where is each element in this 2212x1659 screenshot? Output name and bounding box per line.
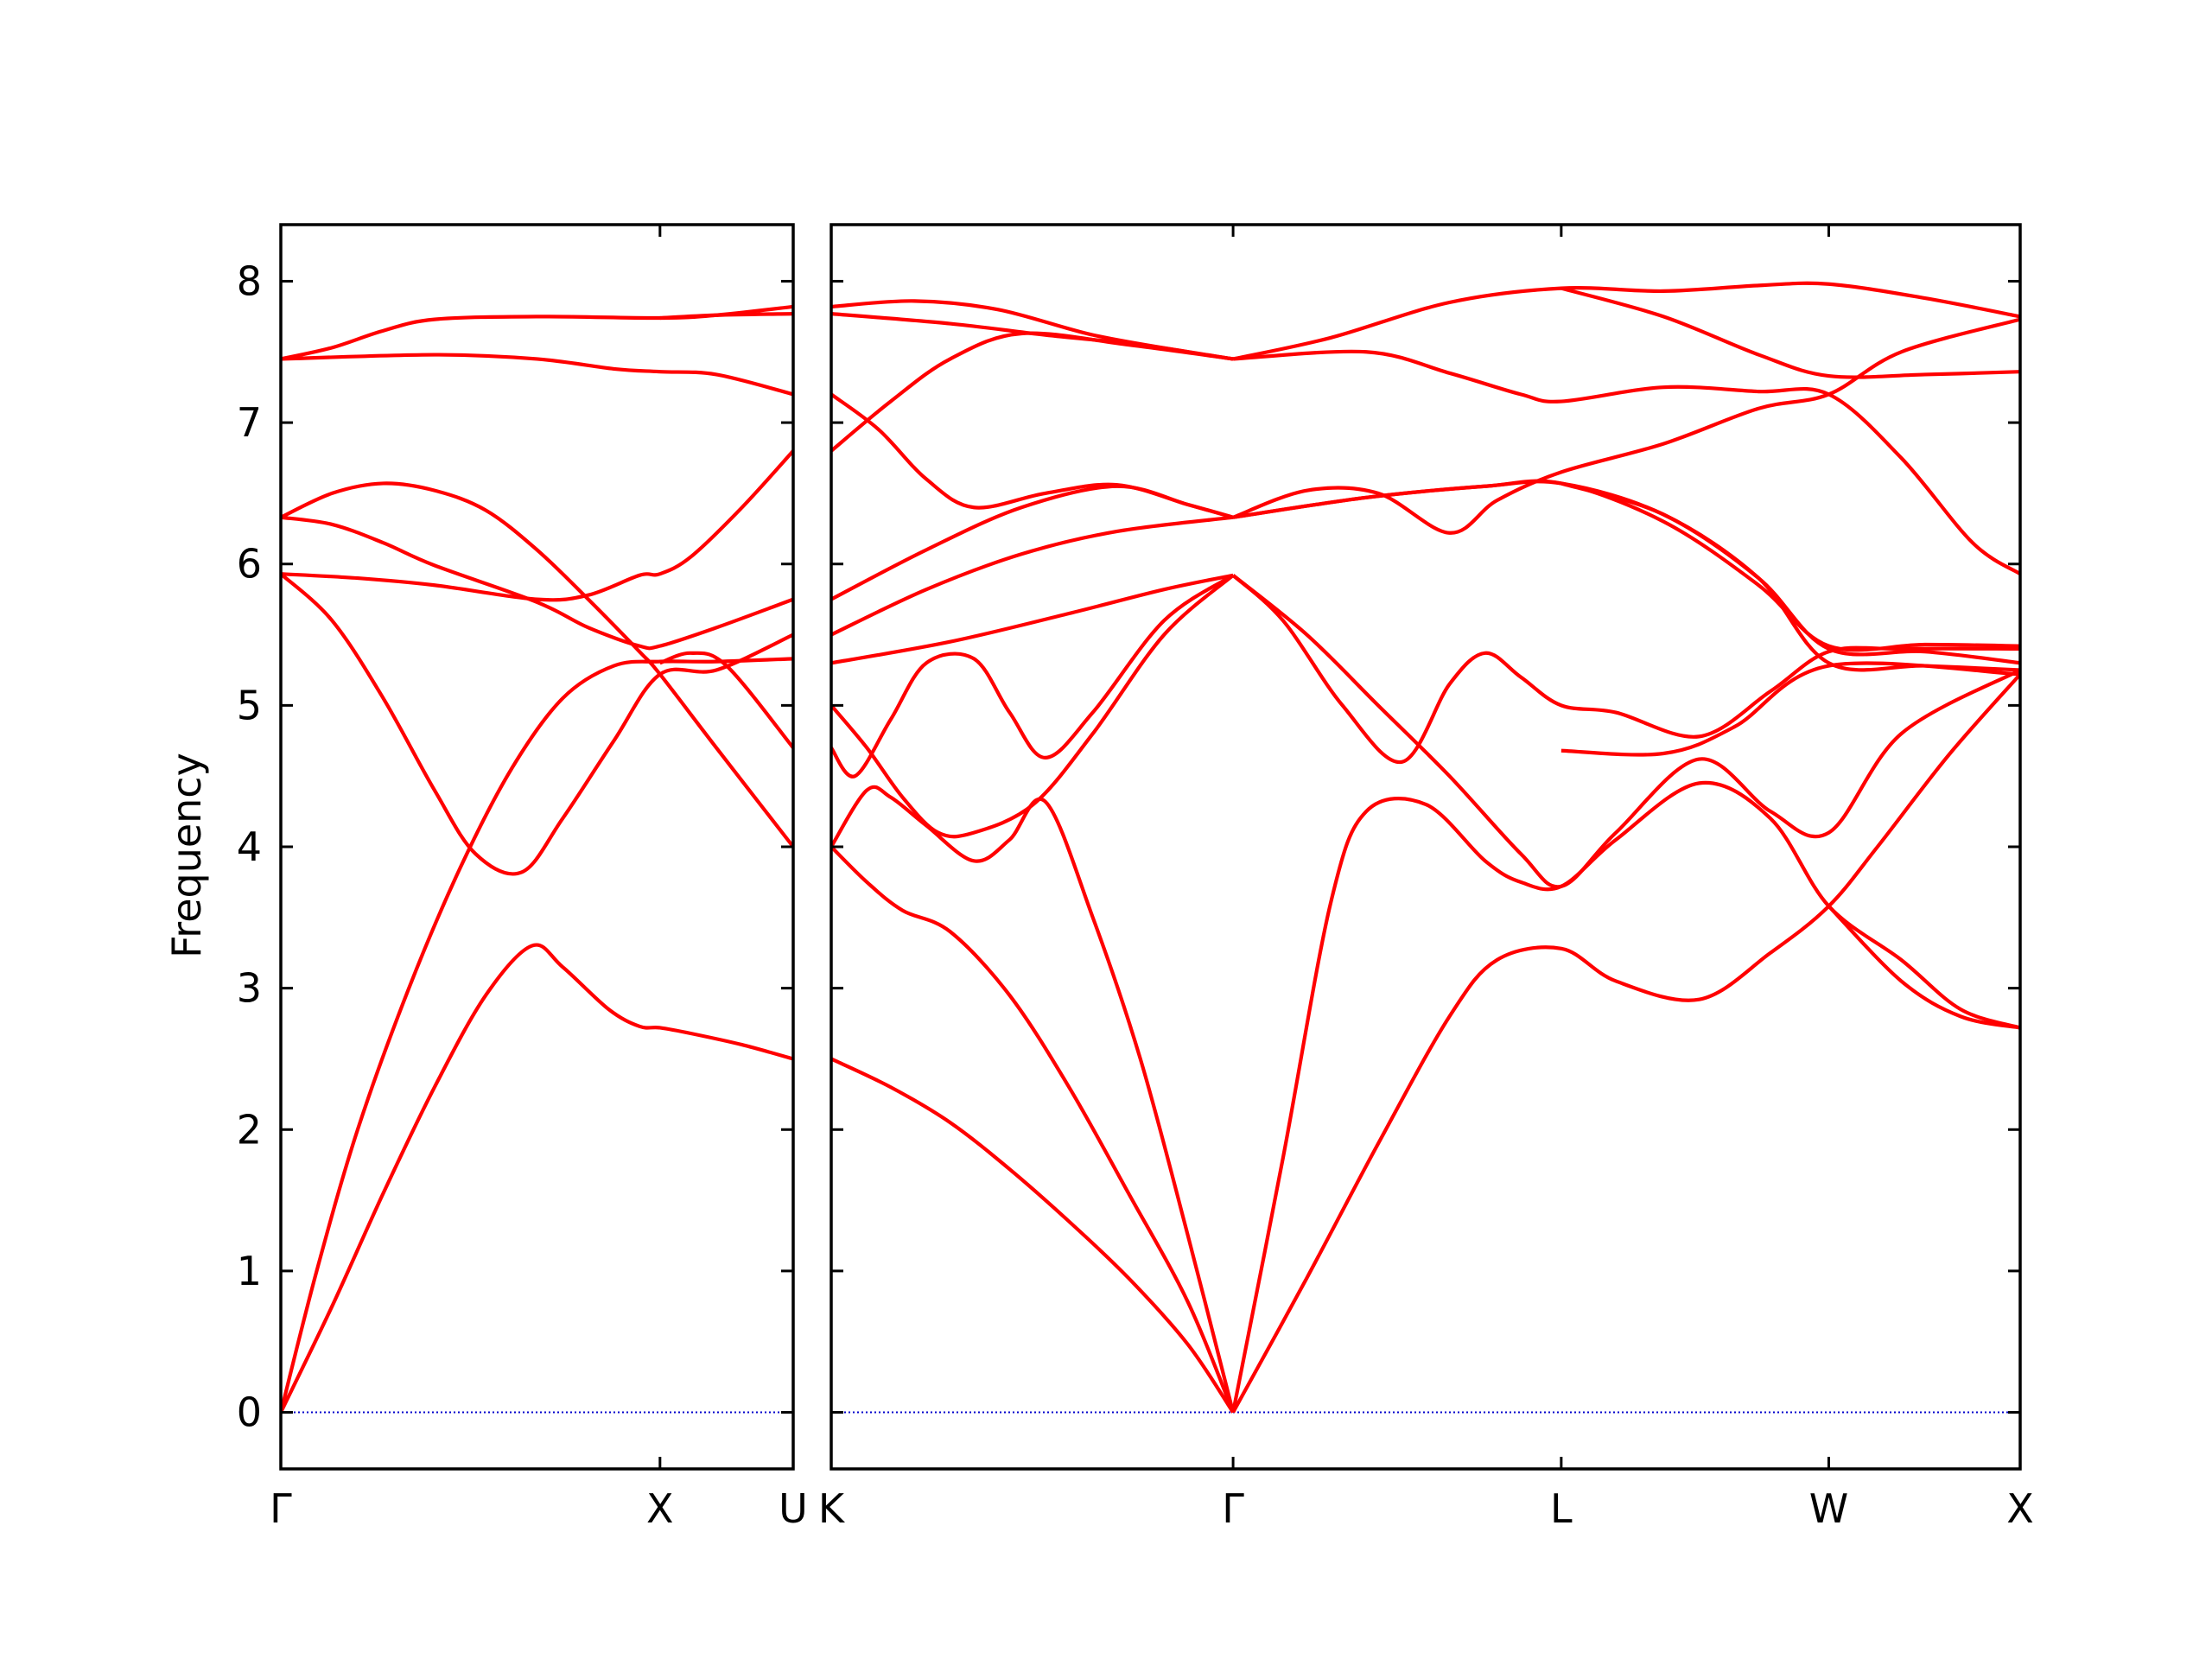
x-tick-label: X [2006,1485,2034,1532]
band-line-left-6 [281,353,793,397]
band-line-right-4 [831,574,1235,839]
band-line-right-6 [831,515,1234,637]
band-line-right-14 [1231,574,2020,764]
band-line-right-13 [1231,672,2020,1414]
band-line-right-1 [831,845,1236,1414]
x-tick-label: Γ [270,1485,292,1532]
y-tick-label: 7 [237,399,262,446]
band-line-right-12 [1231,780,2020,1413]
y-tick-label: 8 [237,257,262,304]
band-line-right-19 [1232,349,2020,575]
y-tick-label: 1 [237,1248,262,1294]
band-line-right-20 [1232,281,2020,361]
band-line-right-23 [1560,661,2020,757]
y-tick-label: 0 [237,1389,262,1436]
panel-frame [279,223,795,1471]
panel-left: Γ X U 0 1 2 3 4 5 6 7 8 [237,223,808,1532]
band-line-right-18 [1232,480,2020,665]
y-tick-label: 5 [237,682,262,728]
band-line-right-0 [831,1057,1235,1414]
y-axis-label: Frequency [163,753,210,958]
panel-frame [830,223,2022,1471]
x-tick-label: Γ [1222,1485,1244,1532]
plot-layer: Γ X U 0 1 2 3 4 5 6 7 8 K Γ L W X [237,223,2034,1532]
band-line-right-5 [831,573,1234,665]
x-tick-label: K [818,1485,846,1532]
band-line-right-24 [1827,905,2020,1030]
band-line-right-3 [831,574,1235,779]
x-tick-label: W [1809,1485,1848,1532]
y-tick-label: 3 [237,965,262,1012]
band-line-right-22 [1560,481,2020,672]
band-line-left-2 [281,572,793,876]
x-tick-label: U [779,1485,808,1532]
y-tick-label: 6 [237,541,262,588]
band-group [281,304,793,1414]
band-line-left-0 [281,943,793,1414]
x-tick-label: X [646,1485,674,1532]
band-line-right-7 [831,484,1234,601]
band-line-right-15 [1231,574,2020,889]
band-line-left-4 [281,515,793,651]
band-line-right-17 [1232,479,2020,652]
x-tick-label: L [1550,1485,1573,1532]
band-line-left-1 [281,657,793,1414]
band-line-right-21 [1560,286,2020,379]
band-line-right-11 [831,299,1234,361]
band-line-right-2 [831,785,1236,1414]
band-line-right-8 [831,392,1234,519]
band-line-left-8 [659,311,793,321]
band-group [831,281,2020,1414]
band-line-left-3 [281,449,793,602]
band-line-left-9 [659,651,793,749]
y-tick-label: 4 [237,823,262,870]
y-tick-label: 2 [237,1106,262,1153]
band-line-left-5 [281,481,793,849]
